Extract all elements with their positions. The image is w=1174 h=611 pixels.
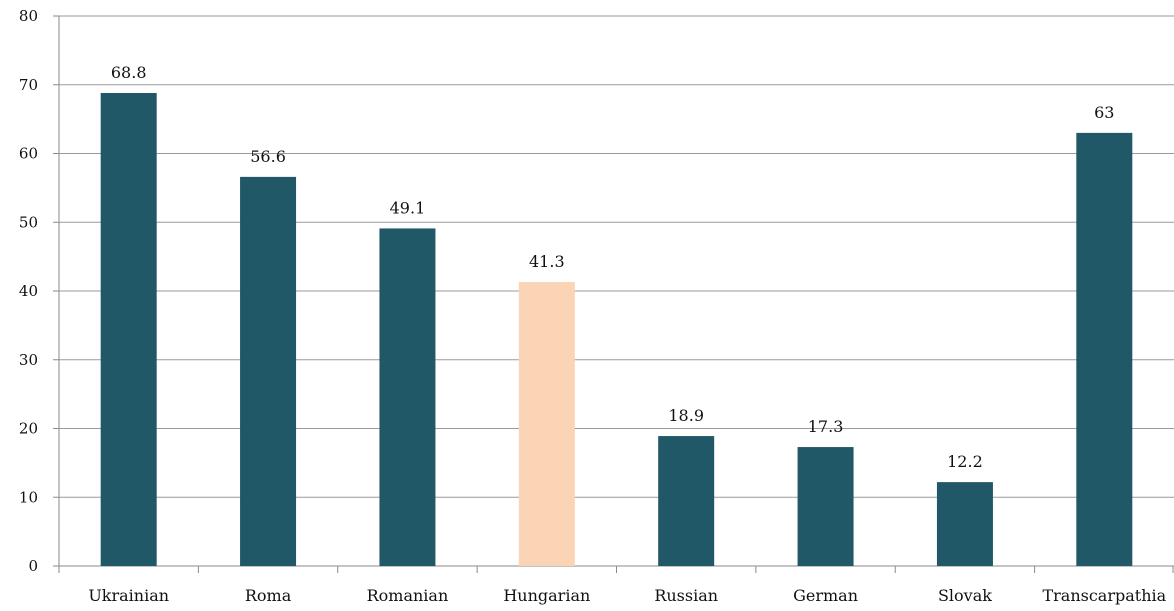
data-label: 49.1 — [390, 198, 426, 217]
data-label: 18.9 — [668, 406, 704, 425]
y-tick-label: 50 — [19, 213, 38, 231]
bar — [379, 228, 436, 566]
y-tick-label: 60 — [19, 145, 38, 163]
data-label: 17.3 — [808, 417, 844, 436]
y-tick-label: 20 — [19, 420, 38, 438]
bar — [518, 282, 575, 566]
category-label: Transcarpathia — [1042, 586, 1166, 605]
y-tick-label: 0 — [28, 557, 38, 575]
category-label: German — [793, 586, 858, 605]
data-label: 68.8 — [111, 63, 147, 82]
y-tick-label: 30 — [19, 351, 38, 369]
data-labels: 68.8 56.6 49.1 41.3 18.9 17.3 12.2 63 — [111, 63, 1115, 471]
data-label: 41.3 — [529, 252, 565, 271]
y-tick-label: 70 — [19, 76, 38, 94]
y-tick-label: 10 — [19, 488, 38, 506]
data-label: 12.2 — [947, 452, 983, 471]
bar — [936, 482, 993, 566]
bars — [100, 93, 1133, 566]
gridlines — [59, 15, 1174, 498]
y-tick-label: 80 — [19, 7, 38, 25]
category-label: Romanian — [367, 586, 449, 605]
bar — [100, 93, 157, 566]
data-label: 56.6 — [250, 147, 286, 166]
category-label: Slovak — [938, 586, 992, 605]
y-axis-ticks: 0 10 20 30 40 50 60 70 80 — [19, 7, 59, 575]
category-labels: Ukrainian Roma Romanian Hungarian Russian Ger… — [88, 586, 1166, 605]
y-tick-label: 40 — [19, 282, 38, 300]
bar — [797, 447, 854, 566]
category-label: Ukrainian — [88, 586, 169, 605]
category-label: Russian — [654, 586, 718, 605]
bar — [240, 176, 297, 566]
bar — [1076, 132, 1133, 566]
bar — [658, 436, 715, 566]
category-label: Hungarian — [503, 586, 590, 605]
data-label: 63 — [1094, 103, 1114, 122]
category-label: Roma — [245, 586, 292, 605]
x-axis-ticks — [58, 566, 1174, 573]
